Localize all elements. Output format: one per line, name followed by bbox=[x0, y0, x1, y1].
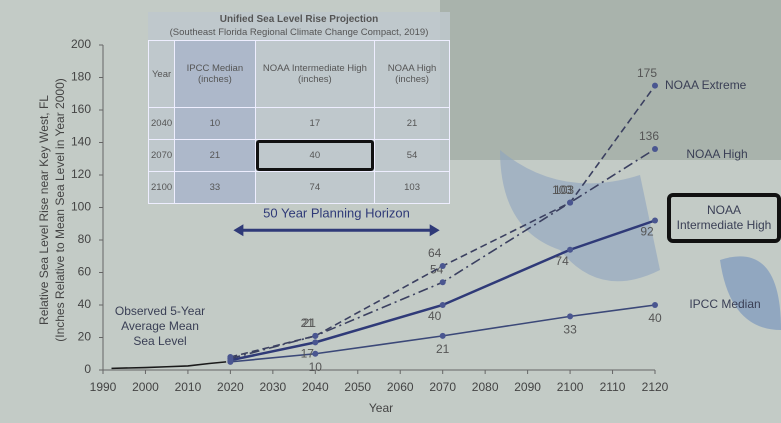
x-tick-label: 2010 bbox=[175, 380, 202, 394]
water bbox=[720, 256, 781, 330]
series-label: NOAA Intermediate High bbox=[667, 192, 781, 243]
table-cell: 21 bbox=[374, 107, 450, 140]
table-cell: 17 bbox=[254, 107, 376, 140]
data-label: 136 bbox=[639, 129, 659, 143]
table-subtitle: (Southeast Florida Regional Climate Chan… bbox=[169, 27, 429, 38]
data-label: 40 bbox=[428, 309, 442, 323]
table-cell: 54 bbox=[374, 139, 450, 172]
table-cell: 40 bbox=[254, 139, 376, 172]
data-point bbox=[227, 354, 234, 360]
data-point bbox=[652, 302, 658, 308]
series-label: IPCC Median bbox=[689, 297, 761, 311]
data-label: 64 bbox=[428, 246, 442, 260]
data-point bbox=[652, 217, 658, 224]
table-cell: 2100 bbox=[147, 171, 176, 204]
y-tick-label: 0 bbox=[84, 362, 91, 376]
table-header: NOAA Intermediate High (inches) bbox=[254, 40, 376, 108]
data-point bbox=[312, 332, 319, 339]
table-cell: 33 bbox=[174, 171, 256, 204]
water bbox=[500, 150, 660, 282]
data-label: 175 bbox=[637, 66, 657, 80]
x-tick-label: 2020 bbox=[217, 380, 244, 394]
x-tick-label: 2060 bbox=[387, 380, 414, 394]
data-point bbox=[652, 82, 658, 89]
x-tick-label: 2070 bbox=[429, 380, 456, 394]
data-label: 103 bbox=[554, 183, 574, 197]
data-point bbox=[567, 313, 574, 320]
y-tick-label: 100 bbox=[71, 200, 91, 214]
series-line bbox=[111, 361, 227, 370]
data-point bbox=[439, 279, 446, 286]
y-axis-label: Relative Sea Level Rise near Key West, F… bbox=[37, 95, 51, 325]
y-tick-label: 40 bbox=[78, 297, 92, 311]
table-header: IPCC Median (inches) bbox=[174, 40, 256, 108]
data-label: 21 bbox=[301, 316, 315, 330]
x-tick-label: 2090 bbox=[514, 380, 541, 394]
annotation: 50 Year Planning Horizon bbox=[263, 206, 410, 221]
data-point bbox=[439, 263, 446, 269]
data-label: 40 bbox=[648, 311, 662, 325]
x-tick-label: 2040 bbox=[302, 380, 329, 394]
y-tick-label: 180 bbox=[71, 70, 91, 84]
x-tick-label: 2100 bbox=[557, 380, 584, 394]
data-point bbox=[652, 146, 658, 152]
x-tick-label: 2050 bbox=[344, 380, 371, 394]
data-label: 74 bbox=[555, 254, 569, 268]
y-tick-label: 60 bbox=[78, 265, 92, 279]
series-label: Observed 5-Year Average Mean Sea Level bbox=[114, 304, 206, 348]
x-tick-label: 2080 bbox=[472, 380, 499, 394]
data-label: 33 bbox=[563, 323, 577, 337]
data-label: 92 bbox=[640, 225, 654, 239]
data-point bbox=[312, 350, 319, 357]
table-header: NOAA High (inches) bbox=[374, 40, 450, 108]
x-tick-label: 2000 bbox=[132, 380, 159, 394]
x-tick-label: 1990 bbox=[90, 380, 117, 394]
table-cell: 2070 bbox=[147, 139, 176, 172]
table-cell: 2040 bbox=[147, 107, 176, 140]
x-tick-label: 2110 bbox=[600, 380, 626, 394]
x-tick-label: 2120 bbox=[642, 380, 669, 394]
data-label: 17 bbox=[301, 347, 315, 361]
series-label: NOAA Extreme bbox=[665, 77, 747, 92]
data-label: 10 bbox=[309, 360, 323, 374]
y-tick-label: 140 bbox=[71, 135, 91, 149]
y-tick-label: 160 bbox=[71, 102, 91, 116]
map-background bbox=[440, 0, 781, 160]
table-cell: 21 bbox=[174, 139, 256, 172]
x-tick-label: 2030 bbox=[259, 380, 286, 394]
y-tick-label: 80 bbox=[78, 232, 92, 246]
table-title: Unified Sea Level Rise Projection bbox=[219, 14, 379, 25]
data-point bbox=[439, 302, 446, 308]
y-tick-label: 120 bbox=[71, 167, 91, 181]
y-tick-label: 20 bbox=[78, 330, 92, 344]
series-line bbox=[230, 219, 656, 362]
data-point bbox=[567, 199, 574, 206]
y-tick-label: 200 bbox=[71, 37, 91, 51]
y-axis-label: (Inches Relative to Mean Sea Level in Ye… bbox=[53, 78, 67, 342]
projection-table: Unified Sea Level Rise Projection (South… bbox=[147, 12, 450, 204]
data-label: 103 bbox=[552, 183, 572, 197]
data-label: 21 bbox=[436, 342, 450, 356]
data-point bbox=[312, 339, 319, 346]
table-cell: 103 bbox=[374, 171, 450, 204]
data-label: 21 bbox=[303, 316, 317, 330]
table-header: Year bbox=[147, 40, 176, 108]
x-axis-label: Year bbox=[369, 401, 393, 415]
table-cell: 74 bbox=[254, 171, 376, 204]
series-label: NOAA High bbox=[686, 147, 748, 161]
data-point bbox=[439, 332, 446, 339]
table-cell: 10 bbox=[174, 107, 256, 140]
data-point bbox=[567, 246, 574, 253]
